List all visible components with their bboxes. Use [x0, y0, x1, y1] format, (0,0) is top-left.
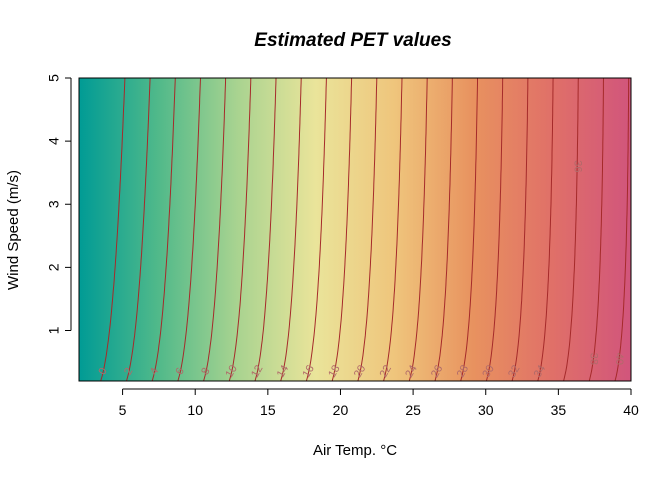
x-tick-label: 5: [119, 402, 127, 418]
contour-label-16: 16: [300, 363, 317, 380]
contour-label-26: 26: [429, 363, 446, 380]
contour-line-24: [408, 78, 428, 381]
contour-line-4: [151, 78, 176, 381]
contour-label-4: 4: [148, 366, 161, 377]
contour-line-8: [203, 78, 227, 381]
contour-label-34: 34: [532, 363, 549, 380]
pet-color-field: [79, 78, 631, 381]
x-tick-label: 25: [405, 402, 421, 418]
contour-line-36: [563, 78, 579, 381]
contour-line-14: [280, 78, 302, 381]
x-tick-label: 30: [478, 402, 494, 418]
contour-label-24: 24: [403, 363, 420, 380]
contour-line-34: [537, 78, 554, 381]
y-axis: 1 2 3 4 5: [46, 74, 72, 334]
y-tick-label: 1: [46, 326, 62, 334]
contour-label-10: 10: [223, 363, 240, 380]
contour-label-12: 12: [249, 363, 266, 380]
contour-label-8: 8: [199, 366, 212, 377]
contour-label-22: 22: [378, 363, 395, 380]
contour-line-32: [511, 78, 529, 381]
contour-line-38: [588, 78, 604, 381]
contour-label-20: 20: [352, 363, 369, 380]
contour-label-0: 0: [96, 366, 109, 377]
contour-label-2: 2: [122, 366, 135, 377]
contour-line-16: [305, 78, 327, 381]
x-axis-title: Air Temp. °C: [313, 442, 397, 459]
contour-line-18: [331, 78, 353, 381]
contour-line-22: [383, 78, 403, 381]
contour-label-14: 14: [275, 363, 292, 380]
contour-line-6: [177, 78, 201, 381]
contour-label-32: 32: [506, 363, 523, 380]
y-tick-label: 2: [46, 263, 62, 271]
contour-line-40: [614, 78, 630, 381]
y-tick-label: 3: [46, 200, 62, 208]
contour-line-2: [126, 78, 151, 381]
contour-label-18: 18: [326, 363, 343, 380]
contour-label-38: 38: [588, 353, 600, 365]
contour-lines: [100, 78, 630, 381]
x-tick-label: 20: [333, 402, 349, 418]
contour-line-28: [460, 78, 478, 381]
contour-line-10: [228, 78, 252, 381]
contour-line-20: [357, 78, 378, 381]
contour-label-6: 6: [173, 366, 186, 377]
x-tick-label: 10: [187, 402, 203, 418]
contour-line-26: [434, 78, 453, 381]
y-tick-label: 5: [46, 74, 62, 82]
contour-line-30: [485, 78, 504, 381]
contour-label-28: 28: [455, 363, 472, 380]
contour-label-36: 36: [571, 160, 583, 172]
plot-frame: [78, 77, 632, 382]
contour-line-12: [254, 78, 277, 381]
x-tick-label: 15: [260, 402, 276, 418]
contour-label-40: 40: [613, 353, 625, 365]
chart-title: Estimated PET values: [254, 30, 451, 51]
contour-label-30: 30: [480, 363, 497, 380]
x-axis: 5 10 15 20 25 30 35 40: [119, 388, 639, 418]
y-tick-label: 4: [46, 137, 62, 145]
contour-line-0: [100, 78, 126, 381]
x-tick-label: 35: [551, 402, 567, 418]
y-axis-title: Wind Speed (m/s): [5, 170, 22, 290]
x-tick-label: 40: [623, 402, 639, 418]
